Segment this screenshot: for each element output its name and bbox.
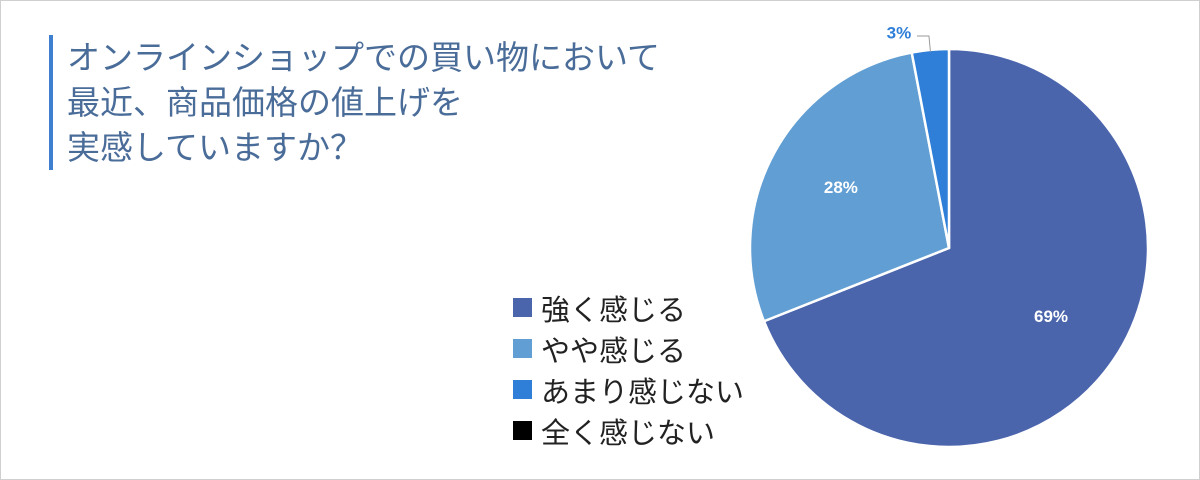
legend-item-not-much: あまり感じない <box>513 369 744 410</box>
legend-label: やや感じる <box>541 333 687 368</box>
pie-slice <box>748 51 951 323</box>
legend-label: 強く感じる <box>541 292 687 327</box>
title-line-3: 実感していますか？ <box>67 128 364 167</box>
chart-title: オンラインショップでの買い物において 最近、商品価格の値上げを 実感していますか… <box>49 35 660 170</box>
slice-value-label: 28% <box>824 178 858 197</box>
title-line-2: 最近、商品価格の値上げを <box>67 83 463 122</box>
legend-label: 全く感じない <box>541 415 716 450</box>
pie-slice <box>762 47 1150 449</box>
legend-swatch <box>513 380 532 399</box>
legend-swatch <box>513 421 532 440</box>
legend-item-not-at-all: 全く感じない <box>513 410 744 451</box>
slice-value-label: 3% <box>887 23 912 42</box>
legend-swatch <box>513 339 532 358</box>
legend: 強く感じる やや感じる あまり感じない 全く感じない <box>513 287 744 451</box>
slice-value-label: 69% <box>1034 307 1068 326</box>
leader-line <box>916 35 931 52</box>
legend-label: あまり感じない <box>541 374 745 409</box>
legend-swatch <box>513 298 532 317</box>
legend-item-strongly: 強く感じる <box>513 287 744 328</box>
title-line-1: オンラインショップでの買い物において <box>67 38 661 77</box>
legend-item-somewhat: やや感じる <box>513 328 744 369</box>
